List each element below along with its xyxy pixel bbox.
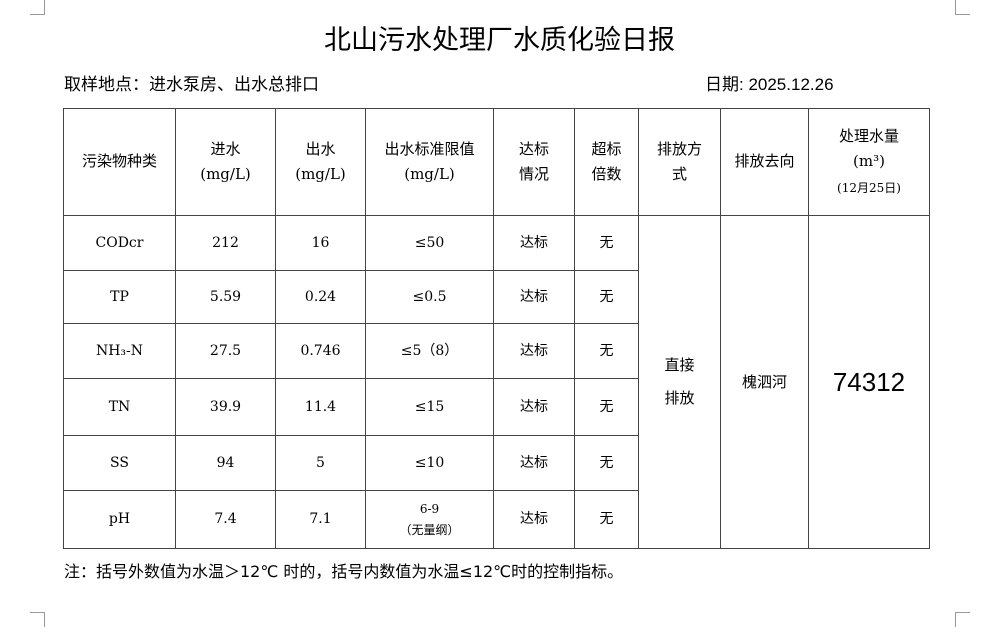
header-exceed: 超标倍数 xyxy=(574,108,639,216)
table-row: SS 94 5 ≤10 达标无 xyxy=(63,435,930,491)
limit-value: ≤10 xyxy=(365,435,494,491)
exceed-value: 无 xyxy=(574,215,639,271)
limit-value: ≤5（8） xyxy=(365,323,494,379)
outflow-value: 0.24 xyxy=(275,270,366,324)
pollutant-name: pH xyxy=(63,490,176,549)
corner-mark xyxy=(30,0,45,15)
corner-mark xyxy=(955,0,970,15)
exceed-value: 无 xyxy=(574,378,639,436)
discharge-method: 直接排放 xyxy=(638,215,721,549)
pollutant-name: TN xyxy=(63,378,176,436)
sampling-location: 取样地点：进水泵房、出水总排口 xyxy=(64,75,319,95)
limit-value: 6-9 （无量纲） xyxy=(365,490,494,549)
limit-value: ≤0.5 xyxy=(365,270,494,324)
header-status: 达标情况 xyxy=(493,108,575,216)
exceed-value: 无 xyxy=(574,323,639,379)
status-value: 达标 xyxy=(493,378,575,436)
status-value: 达标 xyxy=(493,215,575,271)
outflow-value: 7.1 xyxy=(275,490,366,549)
header-limit: 出水标准限值 (mg/L) xyxy=(365,108,494,216)
status-value: 达标 xyxy=(493,490,575,549)
outflow-value: 11.4 xyxy=(275,378,366,436)
limit-value: ≤15 xyxy=(365,378,494,436)
water-quality-table: 污染物种类 进水 (mg/L) 出水 (mg/L) 出水标准限值 (mg/L) 达标情… xyxy=(63,108,930,549)
status-value: 达标 xyxy=(493,323,575,379)
corner-mark xyxy=(30,612,45,627)
header-method: 排放方式 xyxy=(638,108,721,216)
exceed-value: 无 xyxy=(574,435,639,491)
header-volume: 处理水量 (m³) (12月25日) xyxy=(808,108,930,216)
header-pollutant: 污染物种类 xyxy=(63,108,176,216)
report-date: 日期: 2025.12.26 xyxy=(705,75,834,94)
table-row: pH 7.4 7.1 6-9 （无量纲） 达标无 xyxy=(63,490,930,549)
exceed-value: 无 xyxy=(574,270,639,324)
inflow-value: 39.9 xyxy=(175,378,276,436)
outflow-value: 0.746 xyxy=(275,323,366,379)
treated-volume: 74312 xyxy=(808,215,930,549)
exceed-value: 无 xyxy=(574,490,639,549)
report-title: 北山污水处理厂水质化验日报 xyxy=(324,25,675,56)
pollutant-name: TP xyxy=(63,270,176,324)
pollutant-name: SS xyxy=(63,435,176,491)
footnote: 注：括号外数值为水温＞12℃ 时的，括号内数值为水温≤12℃时的控制指标。 xyxy=(64,562,624,581)
status-value: 达标 xyxy=(493,435,575,491)
pollutant-name: CODcr xyxy=(63,215,176,271)
inflow-value: 5.59 xyxy=(175,270,276,324)
limit-value: ≤50 xyxy=(365,215,494,271)
header-outflow: 出水 (mg/L) xyxy=(275,108,366,216)
table-row: TP 5.59 0.24 ≤0.5 达标无 xyxy=(63,270,930,324)
discharge-destination: 槐泗河 xyxy=(720,215,809,549)
inflow-value: 27.5 xyxy=(175,323,276,379)
corner-mark xyxy=(955,612,970,627)
outflow-value: 16 xyxy=(275,215,366,271)
inflow-value: 7.4 xyxy=(175,490,276,549)
table-row: CODcr 212 16 ≤50 达标无直接排放 槐泗河 74312 xyxy=(63,215,930,549)
header-dest: 排放去向 xyxy=(720,108,809,216)
header-inflow: 进水 (mg/L) xyxy=(175,108,276,216)
inflow-value: 94 xyxy=(175,435,276,491)
header-row: 污染物种类 进水 (mg/L) 出水 (mg/L) 出水标准限值 (mg/L) 达标情… xyxy=(63,108,930,216)
inflow-value: 212 xyxy=(175,215,276,271)
table-row: TN 39.9 11.4 ≤15 达标无 xyxy=(63,378,930,436)
outflow-value: 5 xyxy=(275,435,366,491)
status-value: 达标 xyxy=(493,270,575,324)
pollutant-name: NH₃-N xyxy=(63,323,176,379)
table-row: NH₃-N 27.5 0.746 ≤5（8） 达标无 xyxy=(63,323,930,379)
